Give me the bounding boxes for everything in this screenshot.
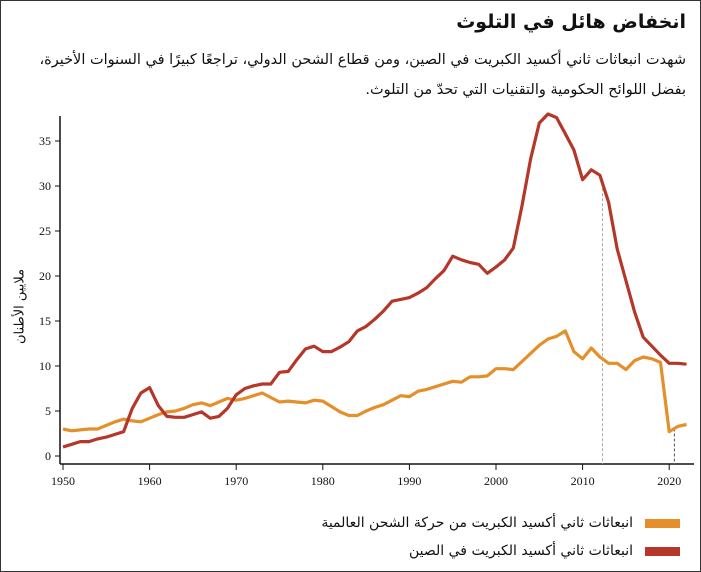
- y-axis-label: ملايين الأطنان: [12, 268, 28, 345]
- y-tick-label: 25: [39, 224, 51, 238]
- legend-label-china: انبعاثات ثاني أكسيد الكبريت في الصين: [409, 543, 633, 559]
- legend-item-shipping: انبعاثات ثاني أكسيد الكبريت من حركة الشح…: [321, 509, 680, 537]
- series-line-china: [62, 112, 687, 449]
- x-tick-label: 2020: [657, 474, 681, 488]
- x-tick-label: 1950: [51, 474, 75, 488]
- legend-swatch-shipping: [645, 518, 680, 528]
- legend: انبعاثات ثاني أكسيد الكبريت من حركة الشح…: [321, 509, 680, 565]
- y-tick-label: 20: [39, 269, 51, 283]
- line-chart: 0 5 10 15 20 25 30 35 1950 1960 1970 1980 1990 2000 20…: [39, 112, 694, 488]
- y-tick-label: 5: [45, 404, 51, 418]
- legend-label-shipping: انبعاثات ثاني أكسيد الكبريت من حركة الشح…: [321, 515, 633, 531]
- x-tick-label: 2010: [571, 474, 595, 488]
- legend-item-china: انبعاثات ثاني أكسيد الكبريت في الصين: [321, 537, 680, 565]
- y-tick-label: 0: [45, 449, 51, 463]
- x-tick-label: 1980: [311, 474, 335, 488]
- x-tick-label: 1960: [138, 474, 162, 488]
- x-tick-label: 1990: [397, 474, 421, 488]
- legend-swatch-china: [645, 546, 680, 556]
- y-tick-label: 35: [39, 134, 51, 148]
- y-tick-label: 10: [39, 359, 51, 373]
- y-tick-label: 15: [39, 314, 51, 328]
- chart-title: انخفاض هائل في التلوث: [456, 11, 686, 33]
- y-tick-label: 30: [39, 179, 51, 193]
- x-tick-label: 1970: [224, 474, 248, 488]
- series-line-shipping: [62, 329, 687, 434]
- x-tick-label: 2000: [484, 474, 508, 488]
- chart-subtitle: شهدت انبعاثات ثاني أكسيد الكبريت في الصي…: [39, 52, 686, 98]
